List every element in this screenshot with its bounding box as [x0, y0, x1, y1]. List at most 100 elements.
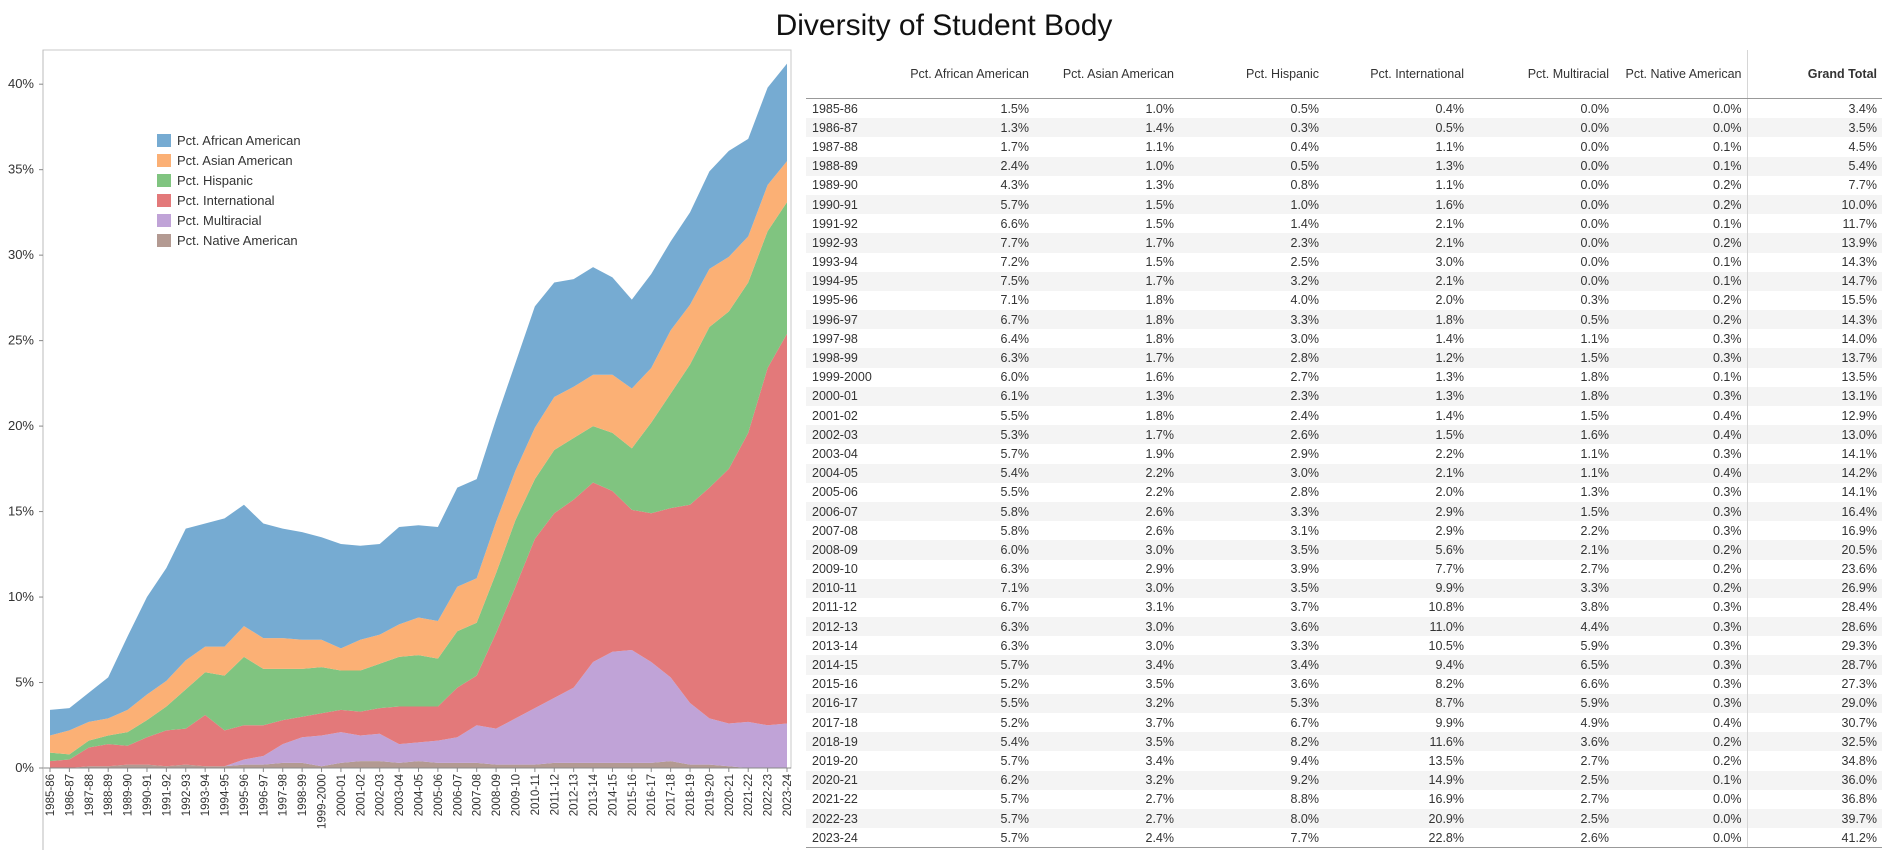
- table-cell: 0.3%: [1179, 118, 1324, 138]
- x-tick-label: 1988-89: [103, 774, 115, 816]
- table-cell: 11.7%: [1746, 214, 1882, 234]
- row-year-cell: 2012-13: [806, 617, 894, 637]
- table-cell: 0.0%: [1580, 216, 1610, 231]
- row-year-cell: 1986-87: [806, 118, 894, 138]
- table-row: 1987-88 1.7% 1.1% 0.4% 1.1% 0.0% 0.1% 4.5%: [806, 137, 1882, 157]
- row-year-cell: 2016-17: [806, 693, 894, 713]
- table-cell: 0.3%: [1713, 485, 1742, 500]
- table-cell: 0.0%: [1614, 808, 1747, 829]
- table-cell: 1.5%: [1469, 501, 1614, 522]
- table-cell: 6.6%: [1580, 677, 1610, 692]
- table-cell: 3.5%: [1034, 732, 1179, 752]
- row-year-cell: 2008-09: [806, 540, 894, 560]
- table-cell: 3.8%: [1580, 600, 1610, 615]
- table-cell: 7.5%: [894, 271, 1034, 291]
- row-year-cell: 2021-22: [812, 792, 858, 807]
- table-cell: 0.4%: [1713, 715, 1742, 730]
- table-cell: 5.2%: [1000, 677, 1030, 692]
- legend-label: Pct. Hispanic: [177, 173, 253, 188]
- row-year-cell: 2019-20: [812, 753, 858, 768]
- table-cell: 3.3%: [1469, 578, 1614, 598]
- table-cell: 1.8%: [1145, 331, 1175, 346]
- table-cell: 0.0%: [1713, 101, 1742, 116]
- x-tick-label: 1999-2000: [317, 774, 329, 829]
- table-cell: 2.9%: [1290, 446, 1320, 461]
- table-cell: 2.7%: [1145, 792, 1175, 807]
- table-cell: 7.7%: [894, 233, 1034, 253]
- table-cell: 0.8%: [1290, 178, 1320, 193]
- table-cell: 5.7%: [894, 808, 1034, 829]
- table-cell: 2.8%: [1179, 348, 1324, 368]
- legend-label: Pct. Native American: [177, 233, 298, 248]
- table-cell: 3.6%: [1179, 617, 1324, 637]
- table-cell: 3.2%: [1179, 271, 1324, 291]
- x-tick-label: 2013-14: [588, 773, 600, 816]
- table-cell: 1.4%: [1034, 118, 1179, 138]
- table-cell: 0.2%: [1614, 578, 1747, 598]
- table-cell: 0.1%: [1614, 156, 1747, 176]
- table-cell: 0.2%: [1713, 178, 1742, 193]
- table-cell: 1.7%: [1034, 348, 1179, 368]
- table-cell: 1.5%: [1000, 101, 1030, 116]
- table-cell: 2.5%: [1469, 808, 1614, 829]
- row-year-cell: 2003-04: [812, 446, 858, 461]
- table-cell: 1.8%: [1580, 370, 1610, 385]
- table-cell: 2.2%: [1034, 463, 1179, 483]
- table-cell: 8.7%: [1324, 693, 1469, 713]
- row-year-cell: 2020-21: [806, 770, 894, 790]
- table-cell: 1.3%: [1580, 485, 1610, 500]
- table-cell: 5.7%: [894, 828, 1034, 849]
- table-cell: 3.0%: [1034, 617, 1179, 637]
- table-row: 1985-86 1.5% 1.0% 0.5% 0.4% 0.0% 0.0% 3.4%: [806, 98, 1882, 119]
- x-tick-label: 1985-86: [45, 774, 57, 816]
- row-year-cell: 2011-12: [812, 600, 857, 615]
- table-cell: 1.4%: [1435, 408, 1465, 423]
- table-cell: 1.6%: [1469, 425, 1614, 445]
- y-tick-label: 35%: [8, 162, 34, 177]
- table-cell: 2.5%: [1290, 255, 1320, 270]
- table-cell: 1.1%: [1580, 446, 1610, 461]
- table-cell: 0.1%: [1713, 370, 1742, 385]
- table-cell: 1.5%: [1034, 194, 1179, 215]
- table-cell: 2.9%: [1145, 562, 1175, 577]
- table-cell: 7.2%: [1000, 255, 1030, 270]
- table-row: 1996-97 6.7% 1.8% 3.3% 1.8% 0.5% 0.2% 14.3%: [806, 310, 1882, 330]
- table-cell: 1.5%: [1580, 408, 1610, 423]
- table-row: 1993-94 7.2% 1.5% 2.5% 3.0% 0.0% 0.1% 14.3%: [806, 252, 1882, 272]
- x-tick-label: 2018-19: [685, 774, 697, 816]
- table-cell: 12.9%: [1746, 406, 1882, 426]
- table-cell: 30.7%: [1746, 713, 1882, 733]
- legend-swatch: [157, 214, 171, 227]
- table-cell: 0.3%: [1614, 386, 1747, 406]
- table-cell: 1.1%: [1435, 178, 1465, 193]
- table-cell: 3.4%: [1179, 655, 1324, 675]
- table-cell: 6.3%: [1000, 562, 1030, 577]
- table-cell: 13.0%: [1746, 425, 1882, 445]
- table-cell: 3.1%: [1145, 600, 1175, 615]
- table-cell: 0.0%: [1469, 118, 1614, 138]
- table-cell: 5.5%: [1000, 408, 1030, 423]
- table-cell: 1.6%: [1324, 194, 1469, 215]
- column-header: Pct. African American: [894, 50, 1034, 99]
- row-year-cell: 1989-90: [812, 178, 858, 193]
- row-year-cell: 1995-96: [812, 293, 858, 308]
- table-cell: 2.5%: [1469, 770, 1614, 790]
- table-cell: 9.2%: [1179, 770, 1324, 790]
- table-cell: 1.8%: [1145, 293, 1175, 308]
- table-cell: 5.7%: [894, 655, 1034, 675]
- table-cell: 1.5%: [1324, 425, 1469, 445]
- table-cell: 11.6%: [1324, 732, 1469, 752]
- table-cell: 6.0%: [1000, 370, 1030, 385]
- table-cell: 1.3%: [1324, 156, 1469, 176]
- table-cell: 1.8%: [1469, 386, 1614, 406]
- table-row: 2006-07 5.8% 2.6% 3.3% 2.9% 1.5% 0.3% 16.4%: [806, 501, 1882, 522]
- x-tick-label: 1987-88: [84, 774, 96, 816]
- area-native-american: [50, 761, 787, 768]
- table-cell: 1.5%: [1469, 348, 1614, 368]
- x-tick-label: 2017-18: [666, 774, 678, 816]
- table-cell: 6.7%: [1000, 600, 1030, 615]
- table-cell: 3.6%: [1469, 732, 1614, 752]
- table-cell: 3.0%: [1034, 578, 1179, 598]
- table-cell: 0.3%: [1614, 617, 1747, 637]
- table-cell: 16.9%: [1428, 792, 1464, 807]
